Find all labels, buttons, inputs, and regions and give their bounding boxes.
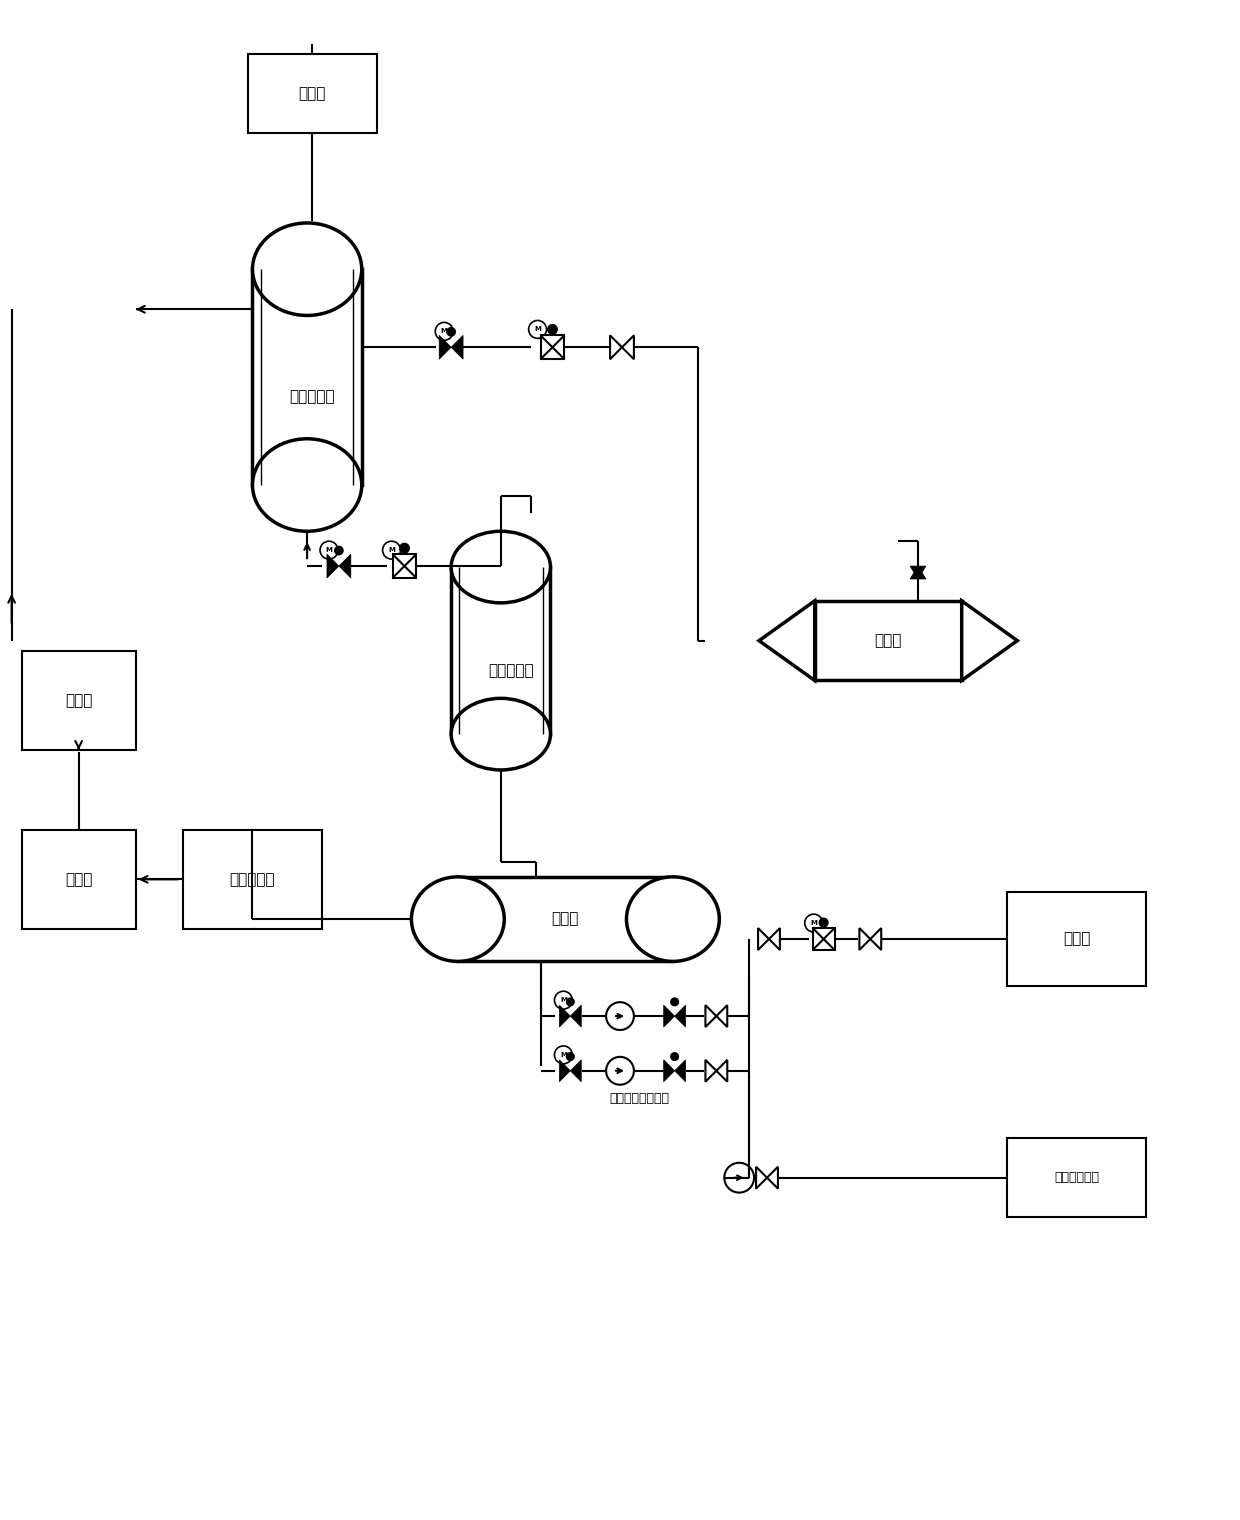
Circle shape — [435, 322, 453, 340]
Polygon shape — [451, 336, 463, 359]
Text: 大气扩容器: 大气扩容器 — [487, 663, 533, 678]
Polygon shape — [663, 1005, 675, 1028]
Text: 除氧器: 除氧器 — [874, 634, 901, 648]
Bar — [815, 600, 962, 681]
Text: M: M — [560, 1052, 567, 1058]
Text: 扩容器水箱输送泵: 扩容器水箱输送泵 — [610, 1093, 670, 1105]
Circle shape — [671, 999, 678, 1006]
Circle shape — [320, 541, 339, 559]
Polygon shape — [759, 600, 815, 681]
Polygon shape — [706, 1059, 717, 1082]
Bar — [184, 830, 322, 929]
Bar — [393, 555, 417, 578]
Polygon shape — [339, 555, 351, 578]
Bar — [451, 567, 551, 734]
Text: 至水工循环水: 至水工循环水 — [1054, 1172, 1100, 1184]
Polygon shape — [610, 336, 622, 359]
Text: M: M — [388, 547, 396, 553]
Circle shape — [820, 918, 828, 927]
Text: 省煤器: 省煤器 — [64, 872, 92, 886]
Circle shape — [335, 546, 343, 555]
Polygon shape — [870, 929, 882, 950]
Bar — [541, 336, 564, 359]
Ellipse shape — [253, 439, 362, 532]
Bar — [812, 929, 835, 950]
Bar — [21, 830, 135, 929]
Text: M: M — [810, 920, 817, 926]
Bar — [458, 877, 673, 961]
Polygon shape — [756, 1167, 768, 1189]
Text: 疏水箱: 疏水箱 — [552, 912, 579, 927]
Circle shape — [399, 543, 409, 553]
Circle shape — [446, 328, 455, 336]
Polygon shape — [675, 1005, 686, 1028]
Bar — [248, 53, 377, 134]
Polygon shape — [570, 1059, 582, 1082]
Polygon shape — [559, 1005, 570, 1028]
Polygon shape — [717, 1059, 728, 1082]
Bar — [1007, 892, 1147, 986]
Circle shape — [554, 1046, 573, 1064]
Circle shape — [554, 991, 573, 1009]
Polygon shape — [570, 1005, 582, 1028]
Text: 水冷壁: 水冷壁 — [64, 693, 92, 708]
Circle shape — [606, 1002, 634, 1031]
Polygon shape — [859, 929, 870, 950]
Polygon shape — [706, 1005, 717, 1028]
Text: M: M — [326, 547, 332, 553]
Polygon shape — [439, 336, 451, 359]
Polygon shape — [758, 929, 769, 950]
Bar — [1007, 1138, 1147, 1218]
Circle shape — [383, 541, 401, 559]
Polygon shape — [559, 1059, 570, 1082]
Ellipse shape — [451, 698, 551, 771]
Circle shape — [567, 999, 574, 1006]
Text: 启动分离器: 启动分离器 — [289, 389, 335, 404]
Text: M: M — [440, 328, 448, 334]
Polygon shape — [768, 1167, 777, 1189]
Circle shape — [548, 325, 557, 334]
Polygon shape — [327, 555, 339, 578]
Polygon shape — [663, 1059, 675, 1082]
Text: 过热器: 过热器 — [299, 87, 326, 102]
Circle shape — [528, 321, 547, 339]
Polygon shape — [910, 565, 926, 579]
Polygon shape — [910, 565, 926, 579]
Polygon shape — [962, 600, 1017, 681]
Text: 凝汽器: 凝汽器 — [1063, 932, 1091, 947]
Text: 高压加热器: 高压加热器 — [229, 872, 275, 886]
Polygon shape — [675, 1059, 686, 1082]
Circle shape — [805, 914, 822, 932]
Ellipse shape — [253, 223, 362, 316]
Circle shape — [567, 1053, 574, 1061]
Polygon shape — [622, 336, 634, 359]
Ellipse shape — [626, 877, 719, 961]
Polygon shape — [769, 929, 780, 950]
Bar — [253, 269, 362, 485]
Text: M: M — [560, 997, 567, 1003]
Circle shape — [606, 1056, 634, 1085]
Ellipse shape — [451, 532, 551, 603]
Circle shape — [671, 1053, 678, 1061]
Bar — [21, 651, 135, 749]
Ellipse shape — [412, 877, 505, 961]
Text: M: M — [534, 327, 541, 333]
Polygon shape — [717, 1005, 728, 1028]
Circle shape — [724, 1163, 754, 1193]
